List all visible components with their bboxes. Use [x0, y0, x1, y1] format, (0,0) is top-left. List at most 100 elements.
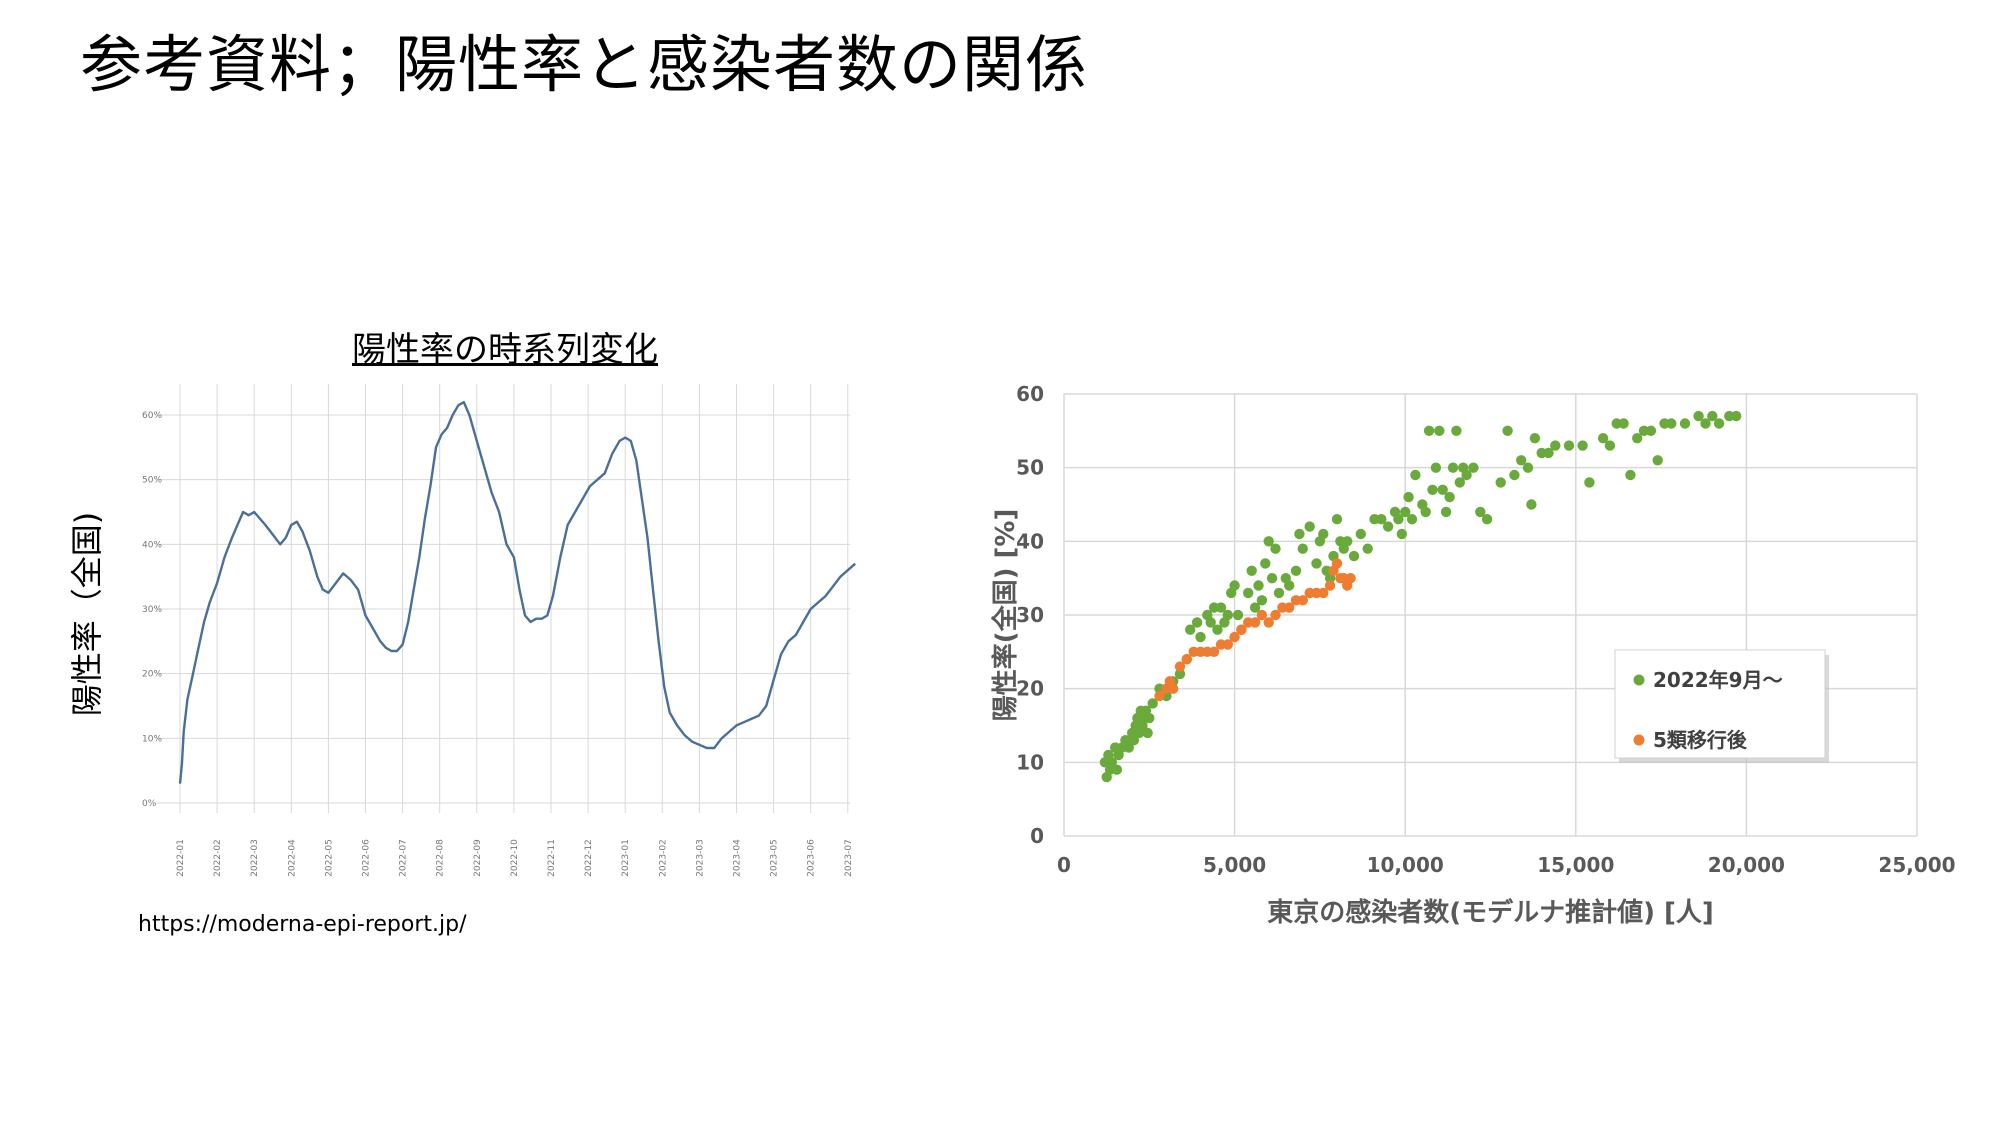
source-url-link[interactable]: https://moderna-epi-report.jp/	[138, 912, 467, 937]
chart2-point-orange	[1297, 595, 1308, 606]
chart2-point-green	[1625, 469, 1636, 481]
chart1-y-tick-label: 60%	[142, 411, 162, 421]
chart2-point-orange	[1168, 683, 1179, 694]
chart2-point-orange	[1208, 646, 1220, 657]
chart2-point-green	[1679, 418, 1691, 429]
chart2-point-green	[1427, 484, 1438, 495]
chart2-point-green	[1260, 558, 1271, 569]
chart2-point-green	[1454, 477, 1465, 488]
chart2-point-green	[1529, 433, 1541, 444]
chart2-x-axis-label: 東京の感染者数(モデルナ推計値) [人]	[1267, 897, 1714, 928]
chart1-x-tick-label: 2022-08	[436, 839, 446, 877]
chart2-point-green	[1543, 447, 1554, 459]
chart2-point-green	[1215, 602, 1227, 613]
chart2-point-green	[1191, 617, 1203, 628]
chart2-legend-label: 2022年9月～	[1653, 668, 1783, 692]
chart2-point-green	[1447, 462, 1459, 473]
chart2-y-tick-label: 60	[1016, 382, 1044, 406]
chart2-point-orange	[1324, 580, 1336, 591]
chart1-x-tick-label: 2022-11	[547, 839, 557, 877]
chart2-point-green	[1403, 491, 1414, 503]
chart2-point-orange	[1174, 661, 1186, 672]
chart1-x-tick-label: 2023-07	[844, 839, 854, 877]
chart2-point-green	[1451, 425, 1462, 436]
chart2-point-green	[1232, 609, 1244, 621]
chart2-point-green	[1604, 440, 1616, 451]
chart2-point-orange	[1263, 617, 1274, 628]
chart2-point-orange	[1181, 654, 1192, 665]
chart2-point-green	[1666, 418, 1677, 429]
chart2-legend-marker	[1633, 674, 1645, 686]
chart2-point-green	[1410, 469, 1421, 481]
chart1-y-tick-label: 50%	[142, 476, 162, 486]
chart2-point-green	[1713, 418, 1725, 429]
chart2-point-green	[1290, 565, 1302, 576]
chart2-point-green	[1266, 573, 1278, 584]
chart2-point-green	[1475, 506, 1486, 518]
chart2-point-green	[1253, 580, 1264, 591]
chart1-x-tick-label: 2022-10	[510, 839, 520, 877]
chart2-x-tick-label: 25,000	[1878, 853, 1955, 877]
chart1-y-tick-label: 40%	[142, 540, 162, 550]
chart2-point-orange	[1222, 639, 1233, 650]
chart2-point-green	[1195, 631, 1206, 643]
chart1-x-tick-label: 2022-12	[584, 839, 594, 877]
chart2-point-green	[1263, 536, 1274, 547]
chart1-x-tick-label: 2023-05	[770, 839, 780, 877]
chart2-point-green	[1185, 624, 1196, 635]
chart2-point-orange	[1284, 602, 1295, 613]
chart2-point-green	[1304, 521, 1315, 532]
chart2-point-green	[1270, 543, 1281, 554]
chart1-x-tick-label: 2022-06	[362, 839, 372, 877]
chart2-point-green	[1509, 469, 1520, 481]
chart1-y-tick-label: 30%	[142, 605, 162, 615]
chart2-point-green	[1577, 440, 1588, 451]
chart2-point-green	[1516, 455, 1527, 466]
chart2-point-green	[1106, 757, 1117, 768]
chart2-point-green	[1246, 565, 1257, 576]
chart2-point-orange	[1229, 631, 1240, 643]
chart2-point-green	[1144, 712, 1155, 724]
positivity-vs-cases-scatter-chart: 0 10 20 30 40 50 60 0 5,000 10,000 15,000 20,000 25,…	[990, 382, 1956, 928]
chart2-point-green	[1355, 528, 1366, 540]
chart2-point-green	[1212, 624, 1223, 635]
chart2-point-green	[1222, 609, 1233, 621]
chart2-point-green	[1294, 528, 1305, 540]
chart2-point-green	[1423, 425, 1435, 436]
chart2-point-green	[1342, 536, 1353, 547]
chart2-point-green	[1297, 543, 1308, 554]
chart2-point-green	[1256, 595, 1268, 606]
chart2-y-axis-label: 陽性率(全国) [%]	[990, 509, 1021, 722]
chart2-point-green	[1229, 580, 1240, 591]
chart1-title: 陽性率の時系列変化	[352, 330, 658, 370]
chart1-y-tick-label: 20%	[142, 670, 162, 680]
chart2-point-green	[1142, 727, 1153, 739]
chart2-point-green	[1495, 477, 1506, 488]
chart1-x-tick-label: 2022-07	[399, 839, 409, 877]
chart2-point-green	[1731, 410, 1742, 422]
chart2-point-green	[1348, 550, 1360, 562]
chart2-point-orange	[1331, 558, 1343, 569]
chart1-x-tick-label: 2022-05	[324, 839, 334, 877]
chart2-point-orange	[1318, 587, 1329, 599]
chart2-point-green	[1707, 410, 1718, 422]
chart2-point-green	[1393, 514, 1404, 525]
chart2-point-green	[1331, 514, 1343, 525]
chart2-point-green	[1147, 698, 1158, 709]
chart1-positivity-line	[178, 400, 856, 784]
chart2-point-green	[1502, 425, 1513, 436]
chart2-point-green	[1597, 433, 1609, 444]
chart2-point-green	[1249, 602, 1261, 613]
chart2-point-green	[1468, 462, 1479, 473]
chart2-point-green	[1123, 742, 1134, 753]
chart2-y-tick-label: 40	[1016, 529, 1044, 553]
chart2-y-tick-label: 30	[1016, 603, 1044, 627]
chart1-x-tick-label: 2022-04	[287, 839, 297, 877]
chart2-point-green	[1522, 462, 1534, 473]
chart2-point-green	[1652, 455, 1663, 466]
chart2-legend-marker	[1633, 734, 1645, 746]
chart2-point-green	[1430, 462, 1442, 473]
chart1-y-tick-label: 10%	[142, 734, 162, 744]
chart2-point-green	[1440, 506, 1452, 518]
chart2-point-green	[1205, 617, 1216, 628]
